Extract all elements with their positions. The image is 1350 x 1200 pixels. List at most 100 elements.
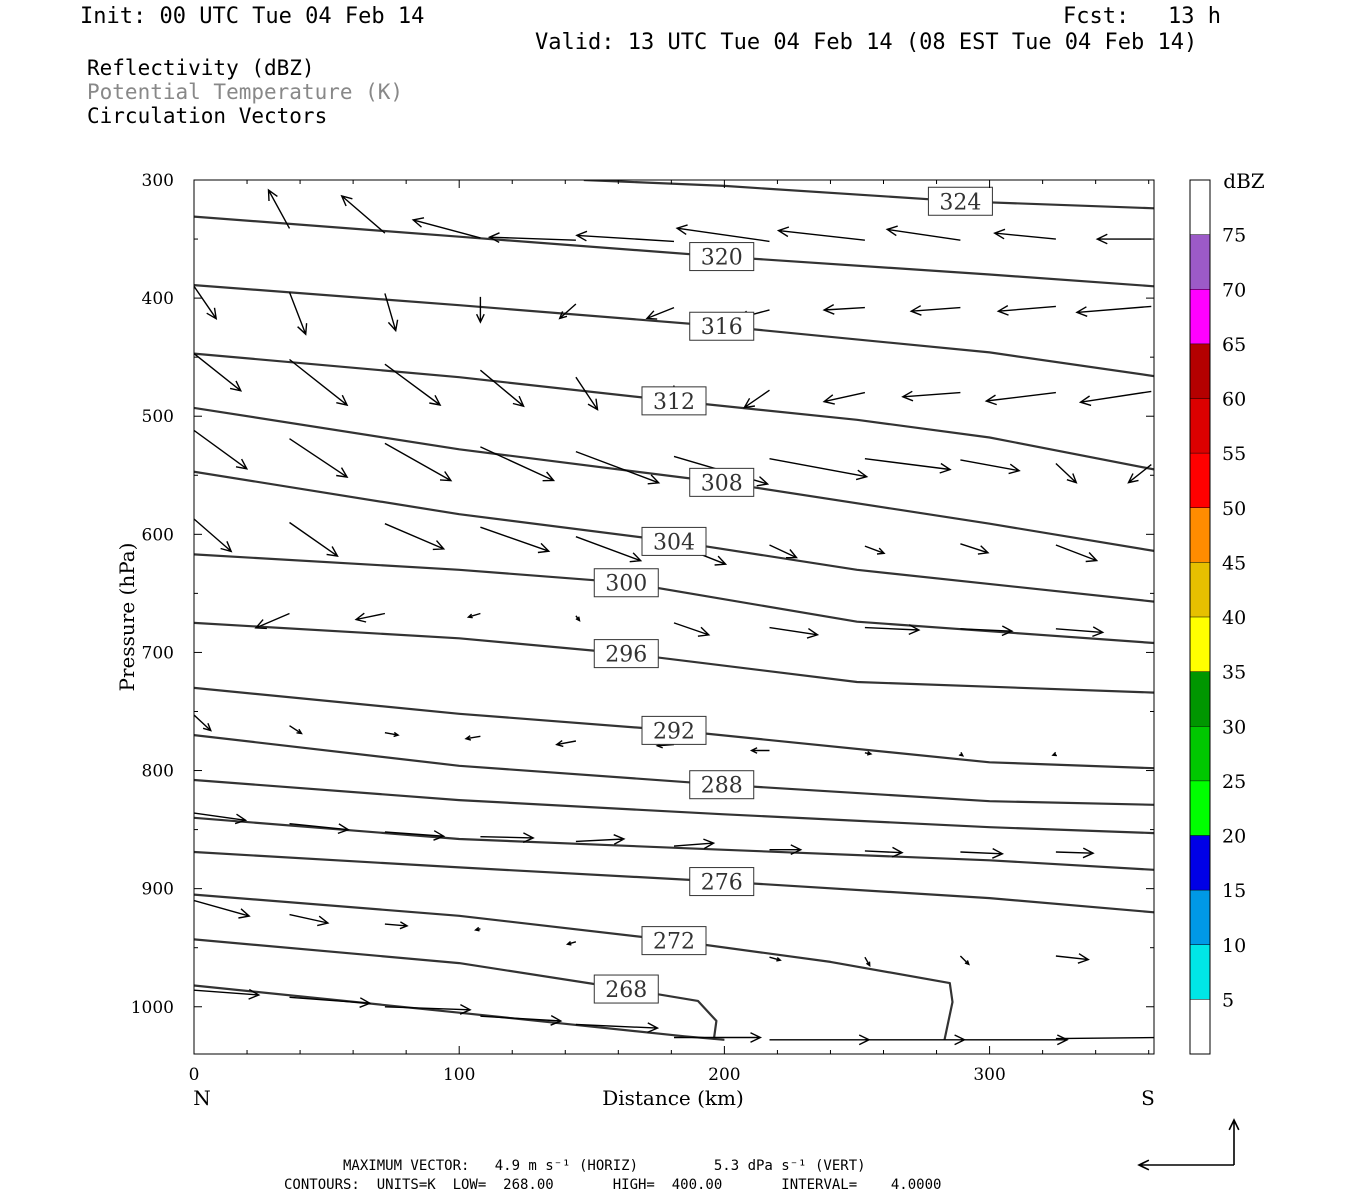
circulation-vector (288, 291, 308, 336)
y-tick-label: 900 (142, 880, 174, 900)
circulation-vector (864, 751, 873, 756)
circulation-vector (558, 303, 577, 320)
circulation-vector (1051, 751, 1057, 757)
circulation-vector (466, 612, 481, 619)
contour-label-324: 324 (939, 190, 981, 215)
colorbar-label: 35 (1222, 662, 1246, 684)
circulation-vector (958, 751, 965, 757)
circulation-vector (673, 838, 716, 850)
circulation-vector (864, 956, 871, 967)
circulation-vector (384, 442, 453, 482)
circulation-vector (354, 612, 386, 623)
colorbar-segment (1190, 671, 1210, 727)
reference-vector-vertical (1228, 1118, 1240, 1165)
contour-label-308: 308 (701, 471, 743, 496)
circulation-vector (769, 1034, 871, 1046)
circulation-vector (960, 543, 990, 555)
contour-label-box (689, 242, 755, 272)
circulation-vectors (194, 188, 1154, 1046)
footer-contours-info: CONTOURS: UNITS=K LOW= 268.00 HIGH= 400.… (284, 1177, 942, 1193)
contour-label-box (593, 974, 659, 1004)
circulation-vector (769, 458, 869, 481)
circulation-vector (674, 1032, 763, 1043)
colorbar-label: 15 (1222, 880, 1246, 902)
circulation-vector (289, 521, 339, 558)
colorbar-segment (1190, 289, 1210, 344)
contour-label-box (641, 926, 707, 956)
circulation-vector (645, 306, 675, 320)
contour-label-288: 288 (701, 774, 743, 799)
circulation-vector (776, 226, 865, 241)
colorbar-segment (1190, 944, 1210, 1000)
isentrope-line-280 (194, 816, 1154, 871)
contour-label-box (641, 386, 707, 416)
isentrope-line-320 (194, 215, 1154, 288)
contour-label-312: 312 (653, 390, 695, 415)
circulation-vector (673, 622, 711, 637)
colorbar-label: 55 (1222, 443, 1246, 465)
contour-label-box (593, 568, 659, 598)
circulation-vector (194, 353, 243, 392)
circulation-vector (289, 358, 349, 407)
circulation-vector (384, 830, 446, 841)
contour-label-box (689, 467, 755, 497)
circulation-vector (1055, 953, 1090, 964)
circulation-vector (960, 847, 1005, 859)
circulation-vector (464, 735, 481, 741)
forecast-label: Fcst: (1063, 4, 1130, 29)
colorbar-segment (1190, 453, 1210, 508)
circulation-vector (384, 921, 409, 930)
circulation-vector (864, 624, 921, 636)
legend-reflectivity: Reflectivity (dBZ) (87, 56, 315, 80)
circulation-vector (901, 390, 961, 402)
colorbar-label: 5 (1222, 989, 1234, 1011)
circulation-vector (565, 940, 577, 946)
y-tick-label: 700 (142, 643, 174, 663)
circulation-vector (289, 823, 350, 835)
dbz-colorbar: 5 10 15 20 25 30 35 40 45 50 55 60 65 70 75 (1189, 179, 1246, 1055)
y-tick-label: 600 (142, 525, 174, 545)
circulation-vector (480, 446, 556, 482)
x-tick-label: 200 (708, 1065, 740, 1085)
colorbar-segment (1190, 890, 1210, 945)
colorbar-segment (1190, 507, 1210, 563)
circulation-vector (575, 376, 599, 411)
contour-label-292: 292 (653, 719, 695, 744)
circulation-vector (675, 224, 770, 243)
contour-label-box (927, 186, 993, 216)
circulation-vector (411, 217, 481, 239)
circulation-vector (267, 188, 291, 229)
isentrope-lines (194, 180, 1154, 1041)
contour-label-box (641, 715, 707, 745)
colorbar-segment (1190, 617, 1210, 672)
init-time: Init: 00 UTC Tue 04 Feb 14 (80, 4, 425, 29)
circulation-vector (864, 458, 952, 474)
circulation-vector (769, 956, 782, 962)
circulation-vector (864, 846, 904, 858)
colorbar-label: 40 (1222, 607, 1246, 629)
contour-label-box (689, 867, 755, 897)
contour-label-320: 320 (701, 246, 743, 271)
circulation-vector (984, 391, 1056, 406)
circulation-vector (480, 526, 551, 554)
circulation-vector (993, 228, 1056, 240)
circulation-vector (959, 955, 970, 966)
isentrope-line-312 (194, 352, 1154, 471)
circulation-vector (769, 844, 803, 856)
colorbar-segment (1190, 780, 1210, 836)
contour-label-296: 296 (605, 643, 647, 668)
colorbar-label: 20 (1222, 826, 1246, 848)
circulation-vector (885, 225, 961, 241)
circulation-vector (384, 293, 399, 333)
circulation-vector (575, 230, 675, 243)
circulation-vector (1075, 305, 1152, 317)
circulation-vector (1055, 847, 1095, 859)
colorbar-segment (1190, 343, 1210, 399)
colorbar-label: 75 (1222, 225, 1246, 247)
circulation-vector (960, 1034, 1069, 1046)
isentrope-line-268 (194, 938, 718, 1040)
circulation-vector (194, 285, 218, 321)
circulation-vector (194, 899, 251, 919)
